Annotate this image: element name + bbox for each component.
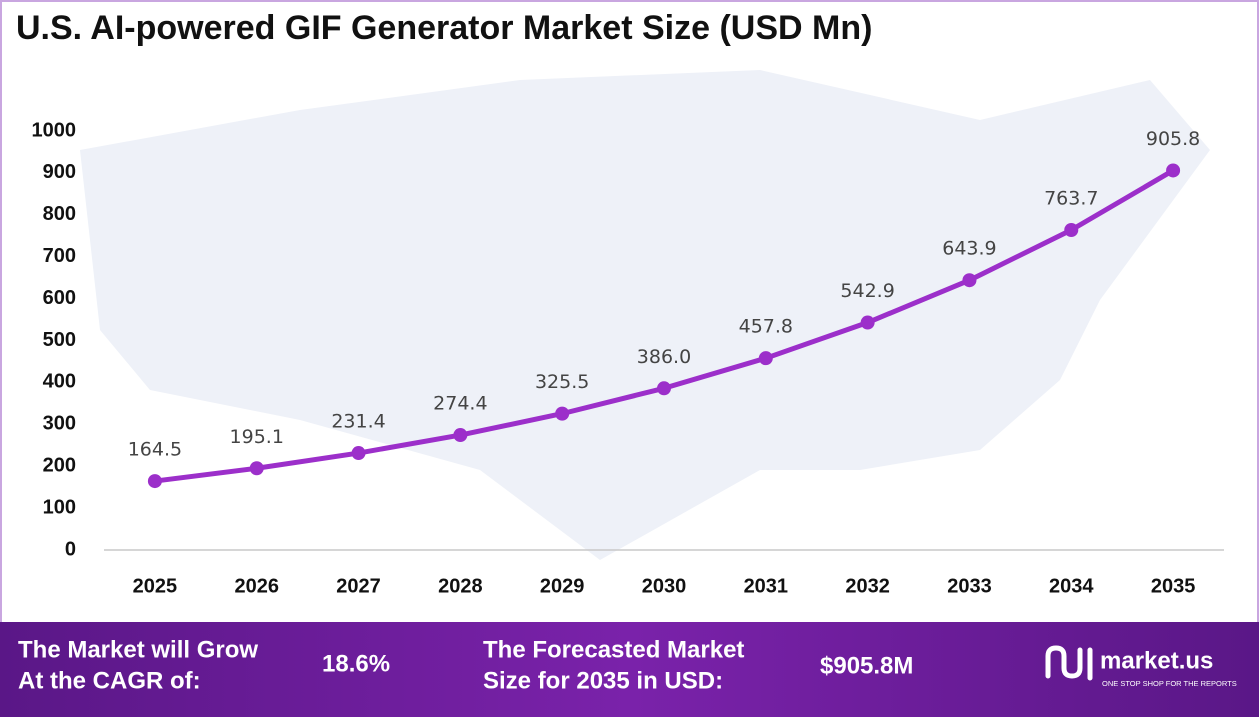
marker (453, 428, 468, 443)
x-tick-label: 2031 (744, 575, 789, 597)
y-tick-label: 300 (43, 413, 76, 435)
forecast-value: $905.8M (820, 652, 913, 679)
marker (758, 351, 773, 366)
marker (860, 315, 875, 330)
brand-name: market.us (1100, 647, 1213, 674)
brand-icon (1045, 645, 1093, 681)
data-label: 643.9 (942, 238, 996, 260)
chart-title: U.S. AI-powered GIF Generator Market Siz… (16, 9, 872, 47)
marker (1166, 163, 1181, 178)
y-tick-label: 700 (43, 245, 76, 267)
y-tick-label: 0 (65, 538, 76, 560)
data-label: 195.1 (230, 426, 284, 448)
forecast-text: Size for 2035 in USD: (483, 667, 723, 694)
data-label: 457.8 (739, 316, 793, 338)
y-tick-label: 400 (43, 371, 76, 393)
data-label: 763.7 (1044, 188, 1098, 210)
data-label: 274.4 (433, 393, 487, 415)
marker (555, 406, 570, 421)
data-label: 542.9 (840, 280, 894, 302)
cagr-text: At the CAGR of: (18, 667, 201, 694)
marker (249, 461, 264, 476)
x-tick-label: 2029 (540, 575, 585, 597)
map-background (80, 70, 1210, 560)
marker (147, 474, 162, 489)
marker (962, 273, 977, 288)
x-tick-label: 2033 (947, 575, 992, 597)
x-tick-label: 2025 (133, 575, 178, 597)
marker (657, 381, 671, 396)
y-tick-label: 200 (43, 454, 76, 476)
marker (1064, 223, 1079, 238)
y-tick-label: 600 (43, 287, 76, 309)
y-tick-label: 100 (43, 496, 76, 518)
marker (351, 446, 366, 461)
x-tick-label: 2034 (1049, 575, 1094, 597)
y-tick-label: 900 (43, 161, 76, 183)
x-tick-label: 2028 (438, 575, 483, 597)
x-tick-label: 2032 (845, 575, 890, 597)
brand-tagline: ONE STOP SHOP FOR THE REPORTS (1102, 679, 1237, 688)
data-label: 164.5 (128, 439, 182, 461)
y-tick-label: 500 (43, 329, 76, 351)
data-label: 325.5 (535, 371, 589, 393)
x-tick-label: 2026 (234, 575, 279, 597)
y-tick-label: 800 (43, 203, 76, 225)
x-tick-label: 2030 (642, 575, 687, 597)
data-label: 905.8 (1146, 128, 1200, 150)
cagr-text: The Market will Grow (18, 636, 258, 663)
data-label: 386.0 (637, 346, 691, 368)
cagr-value: 18.6% (322, 650, 390, 677)
forecast-text: The Forecasted Market (483, 636, 744, 663)
data-label: 231.4 (331, 411, 385, 433)
x-tick-label: 2027 (336, 575, 381, 597)
y-tick-label: 1000 (32, 119, 77, 141)
x-tick-label: 2035 (1151, 575, 1196, 597)
